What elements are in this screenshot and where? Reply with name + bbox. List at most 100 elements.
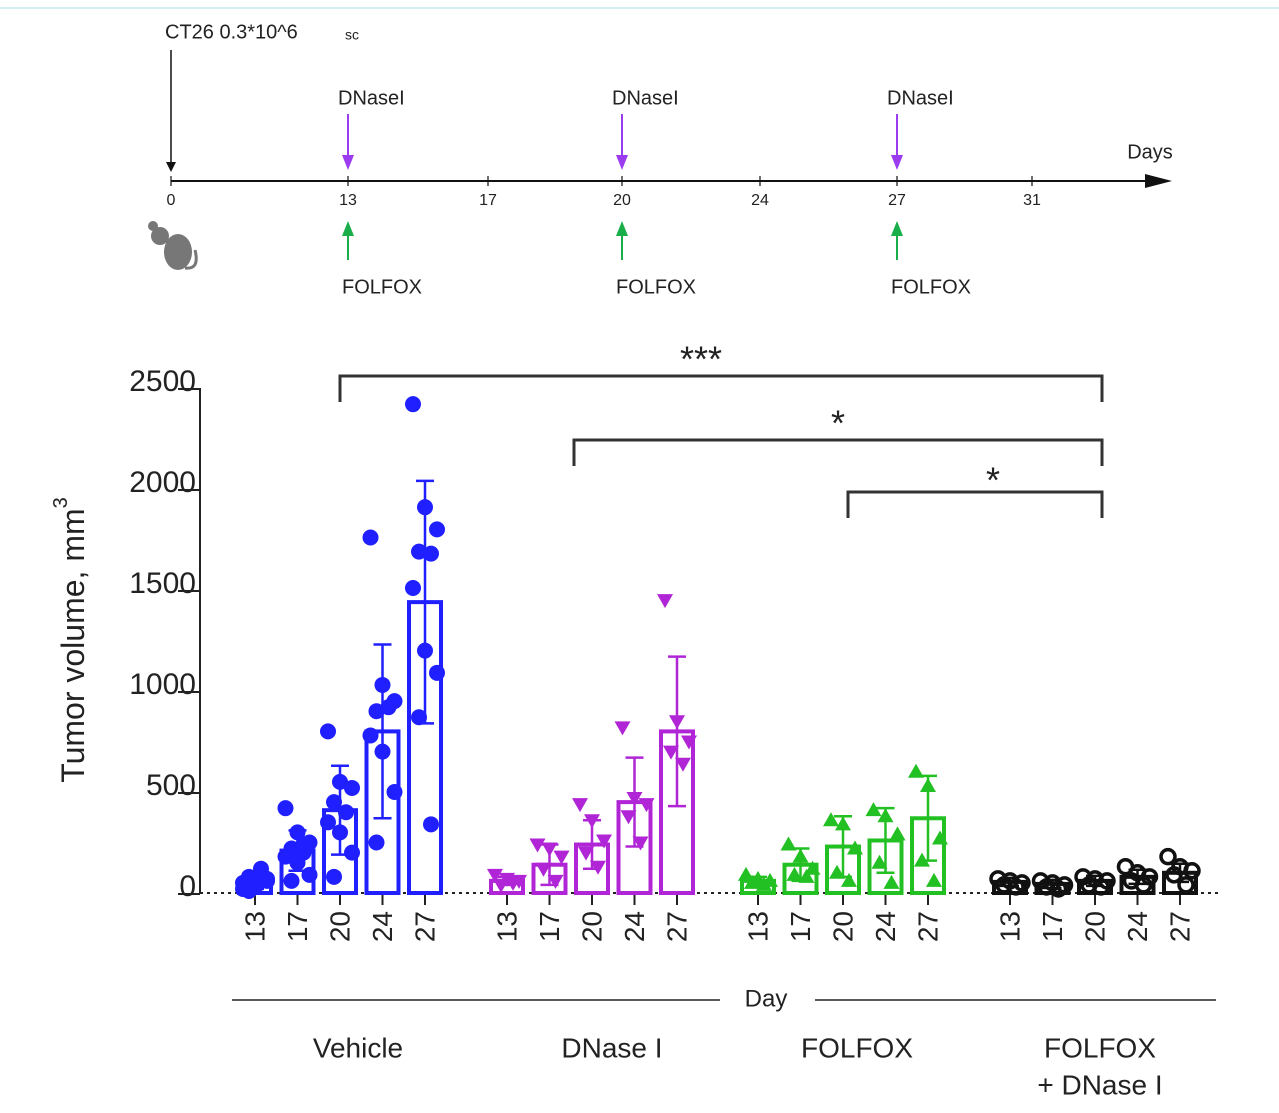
point [584, 814, 600, 829]
point [541, 842, 558, 857]
plot: 0 500 1000 1500 2000 2500 Tumor volume, mm3 13 1… [50, 339, 1222, 1100]
x-tick-label: 20 [324, 911, 355, 942]
x-tick-label: 20 [827, 911, 858, 942]
x-tick-label: 27 [1164, 911, 1195, 942]
point [756, 876, 772, 891]
point [368, 703, 385, 720]
point [786, 866, 803, 881]
point [277, 848, 294, 865]
point [1165, 866, 1183, 884]
treatment-label: FOLFOX [616, 276, 696, 298]
point [553, 850, 570, 865]
x-tick-label: 17 [785, 911, 816, 942]
point [405, 579, 421, 596]
point [638, 798, 655, 813]
significance-label: *** [680, 339, 722, 380]
point [411, 709, 427, 726]
treatment-label: DNaseI [338, 87, 405, 109]
x-tick-label: 27 [661, 911, 692, 942]
group-label: Vehicle [313, 1032, 403, 1063]
point [529, 838, 546, 853]
point [405, 396, 421, 413]
day-label: 20 [613, 192, 631, 209]
day-label: 13 [339, 192, 357, 209]
x-tick-label: 13 [491, 911, 522, 942]
day-label: 17 [479, 192, 497, 209]
x-axis-label: Day [745, 985, 788, 1012]
significance-bracket [846, 490, 1104, 518]
point [926, 872, 942, 887]
treatment-label: FOLFOX [891, 276, 971, 298]
point [487, 868, 503, 883]
treatment-label: FOLFOX [342, 276, 422, 298]
point [908, 763, 924, 778]
y-tick-label: 1000 [129, 668, 196, 701]
x-tick-label: 27 [912, 911, 943, 942]
day-label: 0 [167, 192, 176, 209]
point [253, 866, 269, 883]
x-tick-label: 13 [994, 911, 1025, 942]
point [780, 836, 797, 851]
arrow-head [1145, 174, 1172, 188]
x-tick-label: 17 [534, 911, 565, 942]
point [883, 874, 900, 889]
point [241, 882, 257, 899]
error-bar [668, 655, 686, 808]
x-tick-label: 24 [619, 911, 650, 942]
point [657, 594, 673, 609]
point [744, 874, 760, 889]
group-label: + DNase I [1037, 1069, 1162, 1100]
point [320, 723, 336, 740]
point [344, 779, 360, 796]
y-tick-label: 0 [179, 870, 196, 903]
timeline: 0 13 17 20 24 27 31 DNaseI FOLFOX DNaseI FOLFOX DNa… [167, 87, 1041, 298]
point [1183, 862, 1201, 880]
point [1007, 878, 1025, 896]
point [1134, 876, 1153, 894]
point [632, 836, 649, 851]
arrow-head [616, 221, 628, 236]
significance-bracket [572, 438, 1104, 466]
point [590, 860, 606, 875]
point [889, 826, 906, 841]
point [578, 846, 594, 861]
arrow-head [166, 162, 176, 172]
point [535, 862, 552, 877]
point [675, 757, 691, 772]
group-label: FOLFOX [1044, 1032, 1156, 1063]
point [423, 816, 439, 833]
point [386, 784, 403, 800]
point [326, 794, 342, 811]
point [596, 834, 612, 849]
point [411, 543, 427, 560]
point [823, 812, 839, 827]
y-tick-label: 500 [146, 769, 196, 802]
day-label: 27 [888, 192, 906, 209]
point [835, 816, 851, 831]
x-tick-label: 13 [742, 911, 773, 942]
point [932, 830, 948, 845]
point [277, 800, 294, 817]
x-tick-label: 20 [1079, 911, 1110, 942]
point [338, 804, 354, 821]
significance-label: * [986, 460, 1000, 501]
x-tick-label: 24 [1122, 911, 1153, 942]
point [332, 824, 348, 841]
point [620, 810, 637, 825]
y-tick-label: 2500 [129, 365, 196, 398]
arrow-head [891, 221, 903, 236]
x-tick-label: 13 [239, 911, 270, 942]
y-axis-label-text: Tumor volume, mm [55, 508, 91, 782]
point [877, 808, 894, 823]
point [417, 499, 433, 516]
y-tick-label: 1500 [129, 567, 196, 600]
point [374, 743, 391, 760]
point [841, 872, 857, 887]
point [320, 814, 336, 831]
x-tick-label: 17 [1037, 911, 1068, 942]
point [417, 642, 433, 659]
significance-bracket [338, 374, 1104, 402]
point [804, 860, 821, 875]
point [429, 664, 445, 681]
